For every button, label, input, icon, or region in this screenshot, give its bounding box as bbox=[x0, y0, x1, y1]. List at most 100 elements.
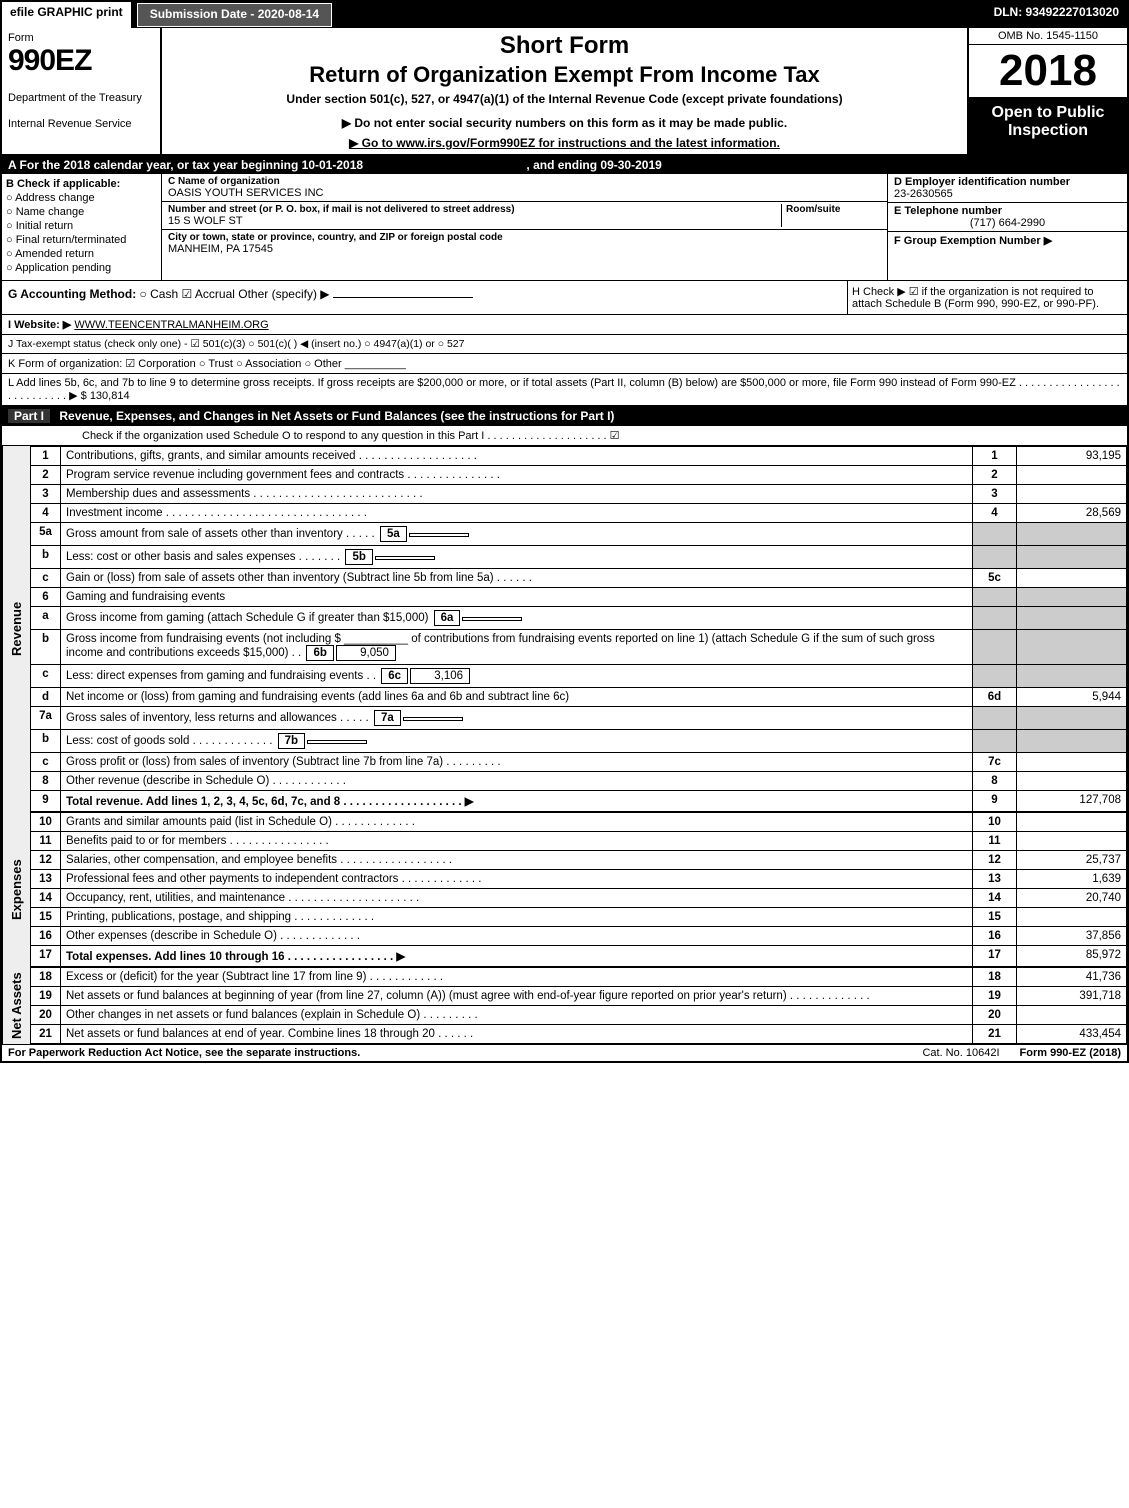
period-b: , and ending 09-30-2019 bbox=[526, 158, 661, 172]
submission-date: Submission Date - 2020-08-14 bbox=[137, 3, 332, 27]
netassets-table: 18Excess or (deficit) for the year (Subt… bbox=[30, 967, 1127, 1044]
row-g: G Accounting Method: ○ Cash ☑ Accrual Ot… bbox=[2, 281, 847, 314]
period-row: A For the 2018 calendar year, or tax yea… bbox=[2, 156, 1127, 174]
city-val: MANHEIM, PA 17545 bbox=[168, 243, 881, 255]
addr-cell: Number and street (or P. O. box, if mail… bbox=[162, 202, 887, 230]
ib: 7a bbox=[374, 710, 401, 726]
cb-label: Name change bbox=[16, 206, 85, 218]
line-6: 6Gaming and fundraising events bbox=[31, 588, 1127, 607]
section-def: D Employer identification number 23-2630… bbox=[887, 174, 1127, 280]
part1-header: Part I Revenue, Expenses, and Changes in… bbox=[2, 406, 1127, 426]
line-5c: cGain or (loss) from sale of assets othe… bbox=[31, 569, 1127, 588]
phone-cell: E Telephone number (717) 664-2990 bbox=[888, 203, 1127, 232]
form-subtitle: Under section 501(c), 527, or 4947(a)(1)… bbox=[170, 92, 959, 106]
d: Gross income from gaming (attach Schedul… bbox=[66, 612, 428, 624]
ib: 7b bbox=[278, 733, 305, 749]
form-page: efile GRAPHIC print Submission Date - 20… bbox=[0, 0, 1129, 1063]
line-3: 3Membership dues and assessments . . . .… bbox=[31, 485, 1127, 504]
row-h: H Check ▶ ☑ if the organization is not r… bbox=[847, 281, 1127, 314]
spacer bbox=[336, 2, 985, 28]
cb-label: Application pending bbox=[15, 262, 111, 274]
line-17: 17Total expenses. Add lines 10 through 1… bbox=[31, 946, 1127, 967]
part1-num: Part I bbox=[8, 409, 50, 423]
footer-left: For Paperwork Reduction Act Notice, see … bbox=[8, 1047, 902, 1059]
efile-label: efile GRAPHIC print bbox=[2, 2, 133, 28]
open-to-public: Open to Public Inspection bbox=[969, 98, 1127, 154]
header-left: Form 990EZ Department of the Treasury In… bbox=[2, 28, 162, 154]
side-revenue: Revenue bbox=[2, 446, 30, 812]
ein-val: 23-2630565 bbox=[894, 188, 1121, 200]
d: Less: cost of goods sold . . . . . . . .… bbox=[66, 735, 272, 747]
cb-label: Initial return bbox=[16, 220, 73, 232]
period-a: A For the 2018 calendar year, or tax yea… bbox=[8, 158, 363, 172]
line-20: 20Other changes in net assets or fund ba… bbox=[31, 1006, 1127, 1025]
dept-treasury: Department of the Treasury bbox=[8, 92, 154, 104]
footer-mid: Cat. No. 10642I bbox=[902, 1047, 1019, 1059]
line-4: 4Investment income . . . . . . . . . . .… bbox=[31, 504, 1127, 523]
page-footer: For Paperwork Reduction Act Notice, see … bbox=[2, 1044, 1127, 1061]
ib: 6a bbox=[434, 610, 461, 626]
row-i: I Website: ▶ WWW.TEENCENTRALMANHEIM.ORG bbox=[2, 315, 1127, 335]
row-gh: G Accounting Method: ○ Cash ☑ Accrual Ot… bbox=[2, 281, 1127, 315]
form-header: Form 990EZ Department of the Treasury In… bbox=[2, 28, 1127, 156]
revenue-section: Revenue 1Contributions, gifts, grants, a… bbox=[2, 446, 1127, 812]
line-15: 15Printing, publications, postage, and s… bbox=[31, 908, 1127, 927]
side-netassets: Net Assets bbox=[2, 967, 30, 1044]
d-label: D Employer identification number bbox=[894, 176, 1121, 188]
d: Total revenue. Add lines 1, 2, 3, 4, 5c,… bbox=[66, 796, 474, 808]
short-form-title: Short Form bbox=[170, 32, 959, 60]
line-5a: 5aGross amount from sale of assets other… bbox=[31, 523, 1127, 546]
website-link[interactable]: WWW.TEENCENTRALMANHEIM.ORG bbox=[74, 319, 268, 331]
header-mid: Short Form Return of Organization Exempt… bbox=[162, 28, 967, 154]
cb-name-change[interactable]: ○ Name change bbox=[6, 206, 157, 218]
iv: 3,106 bbox=[410, 668, 470, 684]
line-12: 12Salaries, other compensation, and empl… bbox=[31, 851, 1127, 870]
iv bbox=[403, 717, 463, 721]
cb-label: Amended return bbox=[15, 248, 94, 260]
section-b: B Check if applicable: ○ Address change … bbox=[2, 174, 162, 280]
e-label: E Telephone number bbox=[894, 205, 1121, 217]
d: Gross amount from sale of assets other t… bbox=[66, 528, 375, 540]
d: Less: cost or other basis and sales expe… bbox=[66, 551, 340, 563]
g-opts: ○ Cash ☑ Accrual Other (specify) ▶ bbox=[140, 287, 330, 301]
cb-address-change[interactable]: ○ Address change bbox=[6, 192, 157, 204]
line-14: 14Occupancy, rent, utilities, and mainte… bbox=[31, 889, 1127, 908]
netassets-section: Net Assets 18Excess or (deficit) for the… bbox=[2, 967, 1127, 1044]
cb-initial-return[interactable]: ○ Initial return bbox=[6, 220, 157, 232]
line-19: 19Net assets or fund balances at beginni… bbox=[31, 987, 1127, 1006]
cb-amended[interactable]: ○ Amended return bbox=[6, 248, 157, 260]
section-c: C Name of organization OASIS YOUTH SERVI… bbox=[162, 174, 887, 280]
room-label: Room/suite bbox=[786, 204, 881, 215]
header-right: OMB No. 1545-1150 2018 Open to Public In… bbox=[967, 28, 1127, 154]
cb-app-pending[interactable]: ○ Application pending bbox=[6, 262, 157, 274]
line-7b: bLess: cost of goods sold . . . . . . . … bbox=[31, 730, 1127, 753]
d: Less: direct expenses from gaming and fu… bbox=[66, 670, 376, 682]
line-18: 18Excess or (deficit) for the year (Subt… bbox=[31, 968, 1127, 987]
iv: 9,050 bbox=[336, 645, 396, 661]
line-2: 2Program service revenue including gover… bbox=[31, 466, 1127, 485]
revenue-table: 1Contributions, gifts, grants, and simil… bbox=[30, 446, 1127, 812]
org-name: OASIS YOUTH SERVICES INC bbox=[168, 187, 881, 199]
side-expenses: Expenses bbox=[2, 812, 30, 967]
d: Gross income from fundraising events (no… bbox=[66, 633, 935, 659]
city-cell: City or town, state or province, country… bbox=[162, 230, 887, 257]
top-bar: efile GRAPHIC print Submission Date - 20… bbox=[2, 2, 1127, 28]
iv bbox=[462, 617, 522, 621]
form-word: Form bbox=[8, 32, 154, 44]
line-11: 11Benefits paid to or for members . . . … bbox=[31, 832, 1127, 851]
ib: 6c bbox=[381, 668, 408, 684]
g-label: G Accounting Method: bbox=[8, 287, 136, 301]
line-10: 10Grants and similar amounts paid (list … bbox=[31, 813, 1127, 832]
f-label: F Group Exemption Number ▶ bbox=[894, 234, 1121, 247]
line-6a: aGross income from gaming (attach Schedu… bbox=[31, 607, 1127, 630]
info-block: B Check if applicable: ○ Address change … bbox=[2, 174, 1127, 281]
row-j: J Tax-exempt status (check only one) - ☑… bbox=[2, 335, 1127, 354]
line-21: 21Net assets or fund balances at end of … bbox=[31, 1025, 1127, 1044]
goto-link[interactable]: ▶ Go to www.irs.gov/Form990EZ for instru… bbox=[349, 136, 780, 150]
line-6b: bGross income from fundraising events (n… bbox=[31, 630, 1127, 665]
line-7c: cGross profit or (loss) from sales of in… bbox=[31, 753, 1127, 772]
g-blank[interactable] bbox=[333, 297, 473, 298]
line-9: 9Total revenue. Add lines 1, 2, 3, 4, 5c… bbox=[31, 791, 1127, 812]
ssn-note: ▶ Do not enter social security numbers o… bbox=[170, 116, 959, 130]
cb-final-return[interactable]: ○ Final return/terminated bbox=[6, 234, 157, 246]
